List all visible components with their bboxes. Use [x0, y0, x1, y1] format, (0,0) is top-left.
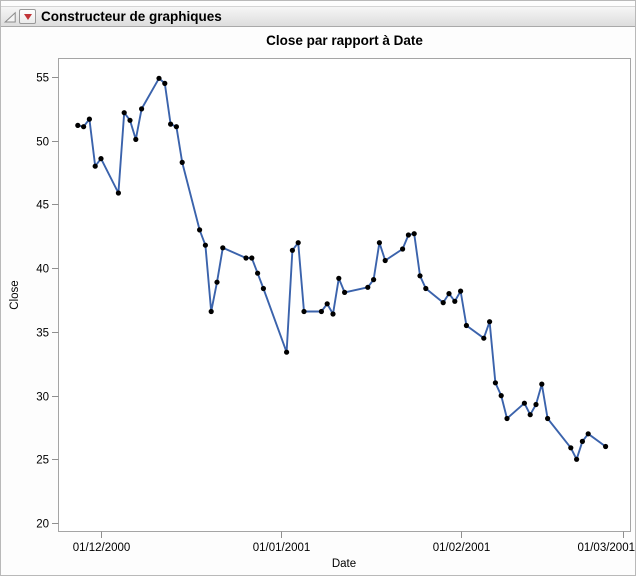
y-axis-tick-label: 55 — [36, 73, 49, 85]
y-axis-tick-label: 35 — [36, 328, 49, 340]
data-point-marker[interactable] — [574, 456, 580, 462]
data-point-marker[interactable] — [423, 285, 429, 292]
data-point-marker[interactable] — [527, 412, 533, 418]
data-point-marker[interactable] — [255, 270, 261, 276]
data-point-marker[interactable] — [115, 190, 121, 196]
data-point-marker[interactable] — [382, 257, 388, 264]
data-point-marker[interactable] — [162, 80, 168, 86]
data-point-marker[interactable] — [127, 117, 133, 123]
y-axis[interactable]: 20 25 30 35 40 45 50 55 Close — [9, 73, 59, 531]
x-axis-tick-label: 01/03/2001 — [577, 542, 635, 554]
y-axis-tick-label: 50 — [36, 137, 49, 149]
outline-title: Constructeur de graphiques — [41, 9, 222, 24]
data-point-marker[interactable] — [458, 288, 464, 294]
y-axis-tick-label: 20 — [36, 519, 49, 531]
data-point-marker[interactable] — [179, 159, 185, 165]
data-point-marker[interactable] — [249, 255, 255, 261]
data-point-marker[interactable] — [208, 308, 214, 315]
y-axis-tick-label: 45 — [36, 200, 49, 212]
data-point-marker[interactable] — [202, 242, 208, 248]
data-point-marker[interactable] — [318, 308, 324, 315]
data-point-marker[interactable] — [411, 231, 417, 237]
data-point-marker[interactable] — [539, 381, 545, 387]
data-point-marker[interactable] — [133, 136, 139, 142]
y-axis-tick-label: 40 — [36, 264, 49, 276]
y-axis-tick-label: 30 — [36, 392, 49, 404]
data-point-marker[interactable] — [173, 124, 179, 130]
data-point-marker[interactable] — [295, 240, 301, 246]
y-axis-title: Close — [9, 280, 21, 309]
data-point-marker[interactable] — [284, 349, 290, 355]
data-point-marker[interactable] — [504, 415, 510, 422]
data-point-marker[interactable] — [487, 319, 493, 325]
data-point-marker[interactable] — [417, 273, 423, 279]
data-point-marker[interactable] — [585, 431, 591, 437]
data-point-marker[interactable] — [568, 445, 574, 451]
data-point-marker[interactable] — [86, 116, 92, 122]
data-point-marker[interactable] — [498, 393, 504, 399]
data-point-marker[interactable] — [92, 163, 98, 169]
data-point-marker[interactable] — [98, 156, 104, 162]
data-point-marker[interactable] — [533, 401, 539, 408]
x-axis-tick-label: 01/02/2001 — [433, 542, 491, 554]
data-point-marker[interactable] — [405, 232, 411, 238]
data-point-marker[interactable] — [121, 110, 127, 116]
data-point-marker[interactable] — [75, 122, 81, 128]
data-point-markers[interactable] — [75, 75, 609, 462]
data-point-marker[interactable] — [371, 277, 377, 283]
data-point-marker[interactable] — [214, 279, 220, 285]
data-point-marker[interactable] — [330, 311, 336, 317]
plot-area[interactable] — [58, 58, 631, 532]
data-point-marker[interactable] — [260, 285, 266, 292]
data-point-marker[interactable] — [365, 284, 371, 290]
y-axis-tick-label: 25 — [36, 455, 49, 467]
data-point-marker[interactable] — [492, 380, 498, 386]
data-point-marker[interactable] — [521, 400, 528, 406]
red-triangle-menu-button[interactable] — [19, 9, 36, 24]
data-point-marker[interactable] — [376, 240, 382, 246]
outline-header-bar: Constructeur de graphiques — [1, 6, 635, 27]
x-axis-title: Date — [332, 558, 356, 570]
data-point-marker[interactable] — [603, 443, 609, 450]
data-point-marker[interactable] — [545, 415, 551, 422]
data-point-marker[interactable] — [168, 121, 174, 127]
data-point-marker[interactable] — [342, 289, 348, 295]
data-point-marker[interactable] — [220, 245, 226, 251]
disclosure-triangle-icon[interactable] — [3, 10, 17, 24]
data-point-marker[interactable] — [440, 300, 446, 306]
data-point-marker[interactable] — [463, 322, 469, 329]
data-point-marker[interactable] — [336, 275, 342, 281]
data-point-marker[interactable] — [579, 438, 586, 444]
data-point-marker[interactable] — [139, 106, 145, 112]
data-point-marker[interactable] — [197, 227, 203, 233]
data-point-marker[interactable] — [243, 255, 249, 261]
chart-title: Close par rapport à Date — [266, 33, 423, 48]
data-point-marker[interactable] — [81, 124, 87, 130]
data-point-marker[interactable] — [481, 335, 487, 341]
x-axis[interactable]: 01/12/2000 01/01/2001 01/02/2001 01/03/2001… — [73, 531, 635, 571]
data-point-marker[interactable] — [156, 75, 162, 81]
data-point-marker[interactable] — [400, 246, 406, 252]
x-axis-tick-label: 01/01/2001 — [253, 542, 311, 554]
data-point-marker[interactable] — [289, 247, 295, 253]
data-point-marker[interactable] — [301, 308, 307, 315]
red-triangle-icon — [23, 13, 32, 20]
data-point-marker[interactable] — [324, 301, 330, 307]
data-point-marker[interactable] — [446, 291, 452, 297]
x-axis-tick-label: 01/12/2000 — [73, 542, 131, 554]
data-point-marker[interactable] — [452, 298, 458, 304]
